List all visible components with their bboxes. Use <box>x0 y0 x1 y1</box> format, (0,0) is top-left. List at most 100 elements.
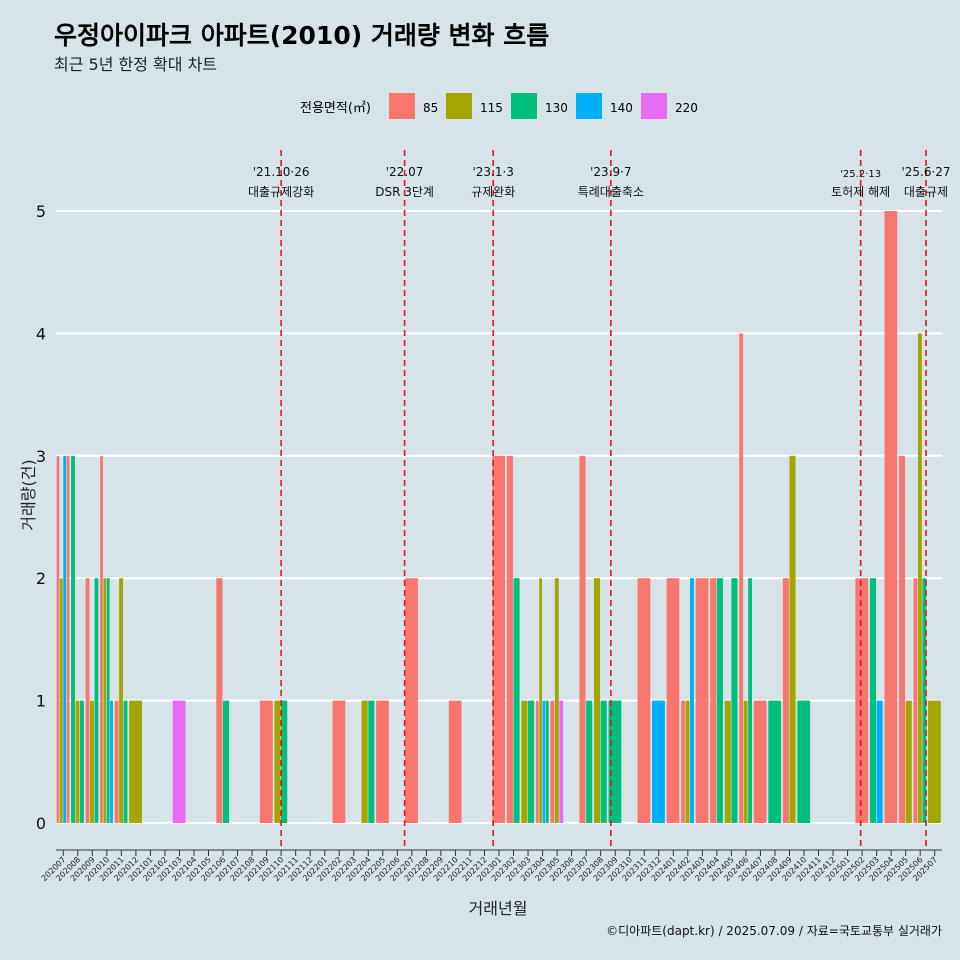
bar-202210-85 <box>448 700 462 823</box>
bar-202010-140 <box>110 700 113 823</box>
bar-202304-140 <box>542 700 546 823</box>
bar-202007-115 <box>59 578 63 823</box>
bar-202409-115 <box>789 455 796 823</box>
bar-202305-220 <box>559 700 564 823</box>
bar-202504-85 <box>884 211 898 823</box>
bar-202409-85 <box>782 578 789 823</box>
bar-202110-115 <box>274 700 281 823</box>
bar-202106-130 <box>223 700 230 823</box>
bar-202007-85 <box>56 455 60 823</box>
bar-202503-140 <box>876 700 883 823</box>
bar-202308-130 <box>600 700 607 823</box>
bar-202406-115 <box>743 700 748 823</box>
bar-202406-130 <box>748 578 752 823</box>
bar-202505-115 <box>905 700 912 823</box>
bar-202010-115 <box>103 578 107 823</box>
bar-202312-140 <box>652 700 665 823</box>
bar-202204-130 <box>368 700 375 823</box>
event-date-4: '25.2·13 <box>840 169 881 180</box>
bar-202410-130 <box>797 700 811 823</box>
y-tick-label-3: 3 <box>36 447 46 466</box>
bar-202505-85 <box>899 455 906 823</box>
y-tick-label-2: 2 <box>36 569 46 588</box>
bar-202011-85 <box>114 700 119 823</box>
bar-202008-115 <box>75 700 80 823</box>
bar-202404-85 <box>710 578 717 823</box>
bar-202407-85 <box>753 700 767 823</box>
bar-202302-130 <box>513 578 520 823</box>
bar-202506-85 <box>913 578 918 823</box>
bar-202011-115 <box>119 578 123 823</box>
event-label-5: 대출규제 <box>904 185 948 199</box>
event-date-1: '22.07 <box>386 165 424 179</box>
legend-swatch-130 <box>511 93 537 119</box>
bar-202009-85 <box>85 578 90 823</box>
bar-202009-115 <box>90 700 94 823</box>
legend-label-140: 140 <box>610 101 633 115</box>
bar-202009-130 <box>94 578 99 823</box>
event-label-1: DSR 3단계 <box>375 185 434 199</box>
legend-label-220: 220 <box>675 101 698 115</box>
bar-202204-115 <box>361 700 368 823</box>
x-axis-title: 거래년월 <box>469 899 528 918</box>
bar-202304-130 <box>545 700 549 823</box>
bar-202402-85 <box>681 700 685 823</box>
legend-swatch-220 <box>641 93 667 119</box>
bar-202202-85 <box>332 700 346 823</box>
bar-202403-85 <box>695 578 709 823</box>
chart-title: 우정아이파크 아파트(2010) 거래량 변화 흐름 <box>54 21 549 50</box>
event-date-5: '25.6·27 <box>901 165 950 179</box>
bar-202011-130 <box>123 700 128 823</box>
y-tick-label-4: 4 <box>36 324 46 343</box>
bar-202303-130 <box>528 700 535 823</box>
bars <box>56 211 941 823</box>
bar-202207-85 <box>405 578 418 823</box>
bar-202402-140 <box>690 578 694 823</box>
bar-202103-220 <box>172 700 186 823</box>
bar-202507-115 <box>928 700 941 823</box>
bar-202010-130 <box>106 578 110 823</box>
y-axis-title: 거래량(건) <box>19 459 38 530</box>
bar-202311-85 <box>637 578 651 823</box>
event-date-3: '23.9·7 <box>590 165 631 179</box>
legend-label-130: 130 <box>545 101 568 115</box>
y-tick-label-0: 0 <box>36 814 46 833</box>
legend-swatch-85 <box>389 93 415 119</box>
event-lines: '21.10·26 대출규제강화 '22.07 DSR 3단계 '23.1·3 규제완화 '… <box>248 150 951 850</box>
bar-202307-130 <box>586 700 593 823</box>
bar-202503-130 <box>869 578 877 823</box>
bar-202305-85 <box>550 700 555 823</box>
bar-202506-115 <box>917 333 922 823</box>
bar-202008-130 <box>80 700 84 823</box>
bar-202302-85 <box>506 455 513 823</box>
source-caption: ©디아파트(dapt.kr) / 2025.07.09 / 자료=국토교통부 실… <box>606 924 942 938</box>
bar-202205-85 <box>376 700 389 823</box>
bar-202405-130 <box>731 578 738 823</box>
bar-202309-130 <box>608 700 622 823</box>
event-label-3: 특례대출축소 <box>578 185 644 199</box>
chart-subtitle: 최근 5년 한정 확대 차트 <box>54 55 217 74</box>
bar-202106-85 <box>216 578 223 823</box>
x-axis: 2020072020082020092020102020112020122021… <box>40 849 942 883</box>
bar-202007-140 <box>63 455 66 823</box>
y-tick-label-1: 1 <box>36 692 46 711</box>
legend-swatch-140 <box>576 93 602 119</box>
event-date-0: '21.10·26 <box>253 165 310 179</box>
bar-202502-85 <box>855 578 869 823</box>
legend-title: 전용면적(㎡) <box>300 101 371 116</box>
event-label-4: 토허제 해제 <box>831 185 890 199</box>
event-label-0: 대출규제강화 <box>248 185 314 199</box>
legend-label-85: 85 <box>423 101 438 115</box>
bar-202408-130 <box>768 700 782 823</box>
event-date-2: '23.1·3 <box>472 165 513 179</box>
bar-202305-115 <box>554 578 559 823</box>
bar-202307-85 <box>579 455 586 823</box>
event-label-2: 규제완화 <box>471 185 515 199</box>
legend-label-115: 115 <box>480 101 503 115</box>
bar-202304-85 <box>535 700 539 823</box>
bar-202308-115 <box>593 578 601 823</box>
bar-202109-85 <box>259 700 273 823</box>
bar-202303-115 <box>521 700 528 823</box>
y-tick-label-5: 5 <box>36 202 46 221</box>
